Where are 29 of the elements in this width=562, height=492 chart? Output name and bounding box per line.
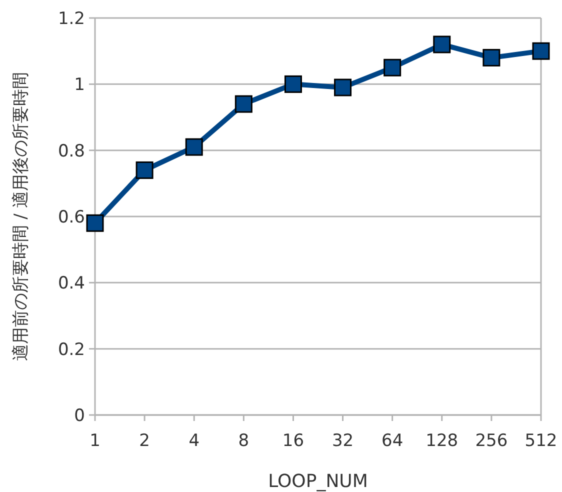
point: [284, 75, 302, 93]
point: [482, 48, 500, 66]
y-tick-label: 1: [74, 75, 85, 96]
point: [433, 36, 451, 54]
x-tick-label: 32: [332, 431, 354, 451]
point: [185, 138, 203, 156]
x-tick-label: 1: [90, 431, 100, 451]
y-tick-label: 0.4: [58, 274, 85, 294]
x-axis-title: LOOP_NUM: [268, 471, 368, 492]
x-tick-label: 2: [139, 431, 150, 451]
point: [136, 161, 154, 179]
x-tick-label: 64: [382, 431, 404, 451]
y-tick-label: 0: [74, 406, 85, 426]
x-tick-label: 16: [282, 431, 304, 451]
point: [234, 95, 252, 113]
x-tick-label: 128: [426, 431, 458, 451]
y-axis-title: 適用前の所要時間 / 適用後の所要時間: [11, 72, 31, 361]
point: [532, 42, 550, 60]
x-tick-label: 512: [524, 431, 558, 451]
point: [86, 214, 104, 232]
x-tick-label: 4: [188, 431, 200, 451]
x-tick-label: 8: [238, 431, 250, 451]
x-tick-label: 256: [475, 431, 508, 451]
y-tick-label: 1.2: [58, 9, 85, 29]
y-tick-label: 0.2: [58, 340, 85, 360]
point: [384, 58, 402, 76]
y-tick-label: 0.8: [58, 141, 85, 162]
point: [334, 78, 352, 96]
y-tick-label: 0.6: [58, 208, 85, 228]
